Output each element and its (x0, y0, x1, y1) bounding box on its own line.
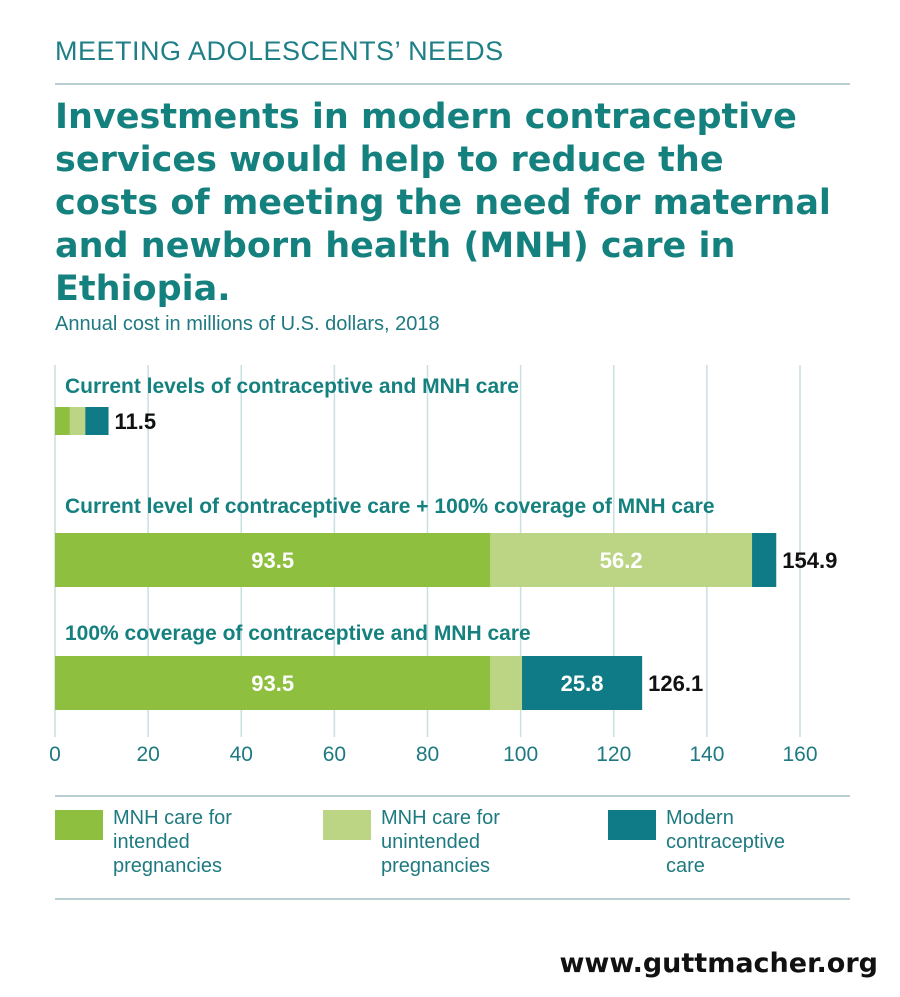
legend-label-mnh-intended: MNH care for intended pregnancies (113, 807, 232, 877)
chart-subtitle: Annual cost in millions of U.S. dollars,… (55, 313, 440, 335)
data-label-mnh-intended-2: 93.5 (251, 548, 294, 573)
bar-contraceptive-2 (752, 533, 777, 587)
bar-mnh-unintended-2 (490, 533, 753, 587)
legend-swatch-contraceptive (608, 810, 656, 840)
category-label-2: Current level of contraceptive care + 10… (65, 495, 715, 518)
kicker-heading: MEETING ADOLESCENTS’ NEEDS (55, 36, 504, 66)
bar-mnh-unintended-3 (490, 656, 523, 710)
data-label-mnh-intended-3: 93.5 (251, 671, 294, 696)
total-label-2: 154.9 (782, 548, 837, 573)
legend-swatch-mnh-intended (55, 810, 103, 840)
category-label-3: 100% coverage of contraceptive and MNH c… (65, 622, 531, 645)
bar-contraceptive-3 (522, 656, 643, 710)
source-url: www.guttmacher.org (559, 948, 878, 979)
legend-label-contraceptive: Modern contraceptive care (666, 807, 785, 877)
x-tick-label-160: 160 (782, 743, 817, 766)
legend-bottom-divider (55, 898, 850, 900)
legend-swatch-mnh-unintended (323, 810, 371, 840)
x-tick-label-100: 100 (503, 743, 538, 766)
data-label-mnh-unintended-2: 56.2 (600, 548, 643, 573)
headline: Investments in modern contraceptive serv… (55, 97, 831, 309)
x-tick-label-20: 20 (136, 743, 159, 766)
bar-mnh-unintended-1 (69, 407, 86, 435)
total-label-1: 11.5 (115, 409, 157, 434)
legend: MNH care for intended pregnancies MNH ca… (0, 807, 900, 898)
bar-mnh-intended-3 (55, 656, 491, 710)
bar-contraceptive-1 (85, 407, 109, 435)
header-divider (55, 83, 850, 85)
x-tick-label-0: 0 (49, 743, 61, 766)
bar-mnh-intended-1 (55, 407, 70, 435)
x-tick-label-80: 80 (416, 743, 439, 766)
total-label-3: 126.1 (648, 671, 703, 696)
legend-top-divider (55, 795, 850, 797)
legend-label-mnh-unintended: MNH care for unintended pregnancies (381, 807, 500, 877)
bar-mnh-intended-2 (55, 533, 491, 587)
x-tick-label-120: 120 (596, 743, 631, 766)
stacked-bar-chart: 0 20 40 60 80 100 120 140 160 Current levels of c… (49, 365, 837, 766)
x-tick-label-40: 40 (230, 743, 253, 766)
category-label-1: Current levels of contraceptive and MNH … (65, 375, 519, 398)
x-tick-label-140: 140 (689, 743, 724, 766)
data-label-contraceptive-3: 25.8 (561, 671, 604, 696)
x-tick-label-60: 60 (323, 743, 346, 766)
